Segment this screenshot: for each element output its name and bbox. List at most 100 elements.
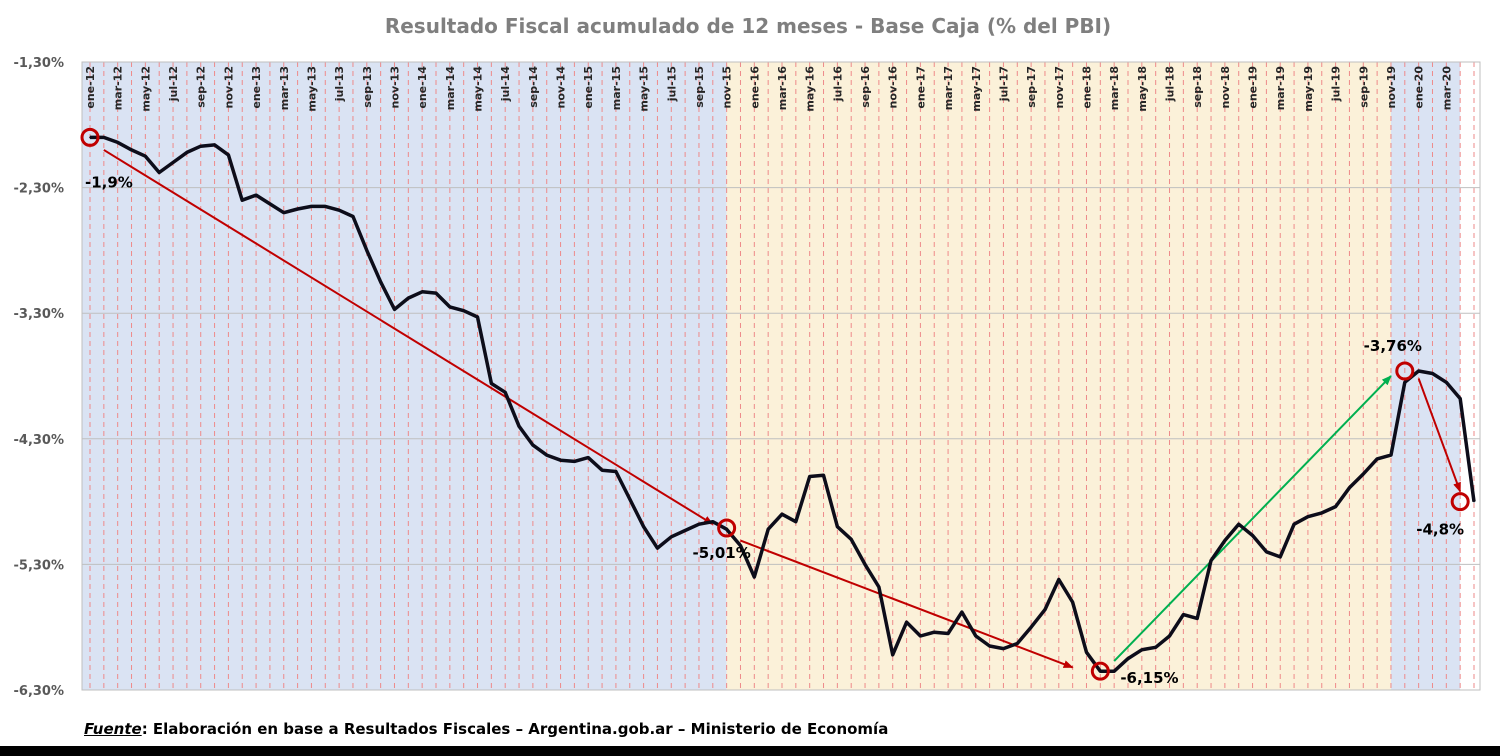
- data-point: [988, 645, 991, 647]
- x-tick-label: nov-15: [721, 66, 734, 108]
- x-tick-label: ene-19: [1247, 66, 1260, 109]
- y-tick-label: -3,30%: [14, 307, 65, 322]
- data-point: [393, 308, 396, 311]
- data-point: [1058, 578, 1060, 581]
- x-tick-label: may-16: [804, 66, 817, 112]
- bottom-bar: [0, 746, 1500, 756]
- data-point: [1210, 559, 1212, 562]
- x-tick-label: jul-14: [499, 66, 512, 103]
- data-point: [338, 209, 340, 212]
- x-tick-label: sep-18: [1191, 66, 1204, 108]
- data-point: [130, 149, 133, 151]
- x-tick-label: nov-14: [555, 66, 568, 109]
- data-point: [1016, 642, 1019, 645]
- x-tick-label: may-15: [638, 66, 651, 112]
- data-point: [642, 525, 645, 528]
- data-point: [1154, 646, 1157, 649]
- x-tick-label: jul-13: [333, 66, 346, 102]
- data-point: [1002, 647, 1005, 650]
- data-point: [864, 563, 866, 566]
- data-point: [186, 151, 188, 154]
- callout-marker: [80, 127, 100, 147]
- x-tick-label: sep-13: [361, 66, 374, 108]
- data-point: [227, 154, 230, 156]
- x-tick-label: sep-16: [859, 66, 872, 108]
- x-tick-label: may-13: [305, 66, 318, 112]
- callout-label: -6,15%: [1120, 669, 1178, 687]
- data-point: [1348, 486, 1351, 489]
- data-point: [1113, 670, 1115, 672]
- x-tick-label: jul-17: [997, 66, 1010, 102]
- x-tick-label: mar-18: [1108, 66, 1121, 110]
- x-tick-label: jul-18: [1164, 66, 1177, 102]
- data-point: [1279, 556, 1282, 558]
- data-point: [490, 382, 493, 385]
- data-point: [103, 136, 105, 139]
- data-point: [670, 535, 673, 538]
- data-point: [615, 470, 617, 473]
- data-point: [269, 203, 271, 205]
- data-point: [698, 523, 700, 526]
- data-point: [89, 136, 91, 139]
- data-point: [1445, 381, 1448, 384]
- x-tick-label: jul-15: [665, 66, 678, 102]
- data-point: [947, 632, 949, 635]
- x-tick-label: ene-18: [1080, 66, 1093, 109]
- x-tick-label: may-19: [1302, 66, 1315, 112]
- data-point: [974, 635, 977, 637]
- source-text: : Elaboración en base a Resultados Fisca…: [141, 720, 889, 738]
- trend-arrow-2: [1113, 375, 1392, 662]
- data-point: [1417, 370, 1420, 372]
- data-point: [795, 520, 797, 523]
- y-tick-label: -5,30%: [14, 558, 65, 573]
- source-note: Fuente: Elaboración en base a Resultados…: [84, 720, 888, 738]
- x-tick-label: nov-13: [388, 66, 401, 108]
- data-point: [684, 529, 686, 532]
- data-point: [933, 631, 936, 634]
- data-point: [172, 161, 174, 164]
- callout-marker: [717, 518, 737, 538]
- chart-title: Resultado Fiscal acumulado de 12 meses -…: [385, 14, 1111, 38]
- data-point: [656, 547, 659, 549]
- callout-label: -5,01%: [693, 544, 751, 562]
- data-point: [961, 611, 963, 613]
- callout-label: -4,8%: [1416, 521, 1464, 539]
- x-tick-label: nov-19: [1385, 66, 1398, 108]
- x-tick-label: mar-12: [112, 66, 125, 110]
- data-point: [836, 525, 839, 528]
- horizontal-gridlines: [81, 61, 1481, 691]
- x-tick-label: mar-19: [1274, 66, 1287, 110]
- x-tick-label: nov-18: [1219, 66, 1232, 108]
- data-point: [767, 528, 769, 531]
- data-point: [116, 141, 119, 144]
- data-point: [559, 459, 562, 461]
- x-tick-label: may-14: [472, 66, 485, 112]
- x-tick-label: nov-17: [1053, 66, 1066, 108]
- data-point: [449, 306, 451, 308]
- data-point: [1320, 512, 1323, 514]
- data-point: [1459, 397, 1461, 400]
- data-point: [905, 621, 908, 623]
- data-point: [1085, 651, 1088, 654]
- data-point: [1376, 458, 1378, 460]
- data-point: [435, 292, 437, 294]
- data-point: [407, 297, 410, 299]
- data-point: [601, 469, 603, 472]
- vertical-gridlines: [89, 62, 1475, 690]
- x-tick-label: ene-20: [1413, 66, 1426, 109]
- x-tick-label: sep-15: [693, 66, 706, 108]
- data-point: [808, 475, 811, 478]
- data-point: [1390, 454, 1392, 456]
- x-tick-label: jul-16: [831, 66, 844, 103]
- trend-arrow-1: [740, 539, 1074, 669]
- callout-label: -3,76%: [1364, 337, 1422, 355]
- data-point: [725, 528, 728, 531]
- y-tick-label: -1,30%: [14, 56, 65, 71]
- data-point: [462, 309, 465, 312]
- y-axis-tick-labels: -1,30% -2,30% -3,30% -4,30% -5,30% -6,30%: [14, 56, 65, 699]
- callout-marker: [1450, 492, 1470, 512]
- x-tick-label: ene-15: [582, 66, 595, 109]
- data-point: [1071, 601, 1074, 603]
- x-tick-label: ene-13: [250, 66, 263, 109]
